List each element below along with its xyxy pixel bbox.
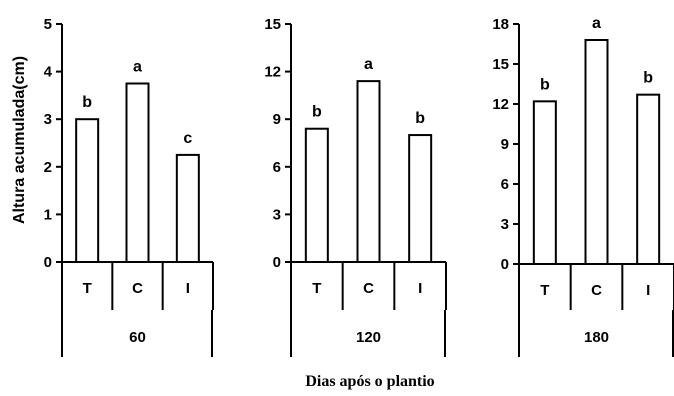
y-tick-label: 2 — [44, 159, 52, 176]
category-label: I — [186, 280, 190, 297]
category-label: I — [418, 280, 422, 297]
y-tick-label: 0 — [501, 256, 509, 273]
significance-letter: a — [133, 59, 142, 76]
y-tick-label: 6 — [501, 176, 509, 193]
bar — [584, 39, 609, 265]
y-tick-label: 0 — [273, 254, 281, 271]
y-tick-label: 4 — [44, 64, 53, 81]
significance-letter: b — [82, 94, 92, 111]
y-tick-label: 6 — [273, 159, 281, 176]
y-tick-label: 3 — [273, 206, 281, 223]
y-tick-label: 1 — [44, 206, 52, 223]
y-tick-label: 15 — [264, 16, 281, 33]
y-tick-label: 9 — [273, 111, 281, 128]
bar — [356, 80, 381, 264]
y-tick-label: 0 — [44, 254, 52, 271]
group-label: 180 — [584, 329, 609, 346]
y-tick-label: 18 — [492, 16, 509, 33]
bar — [175, 153, 200, 263]
bar — [532, 100, 557, 266]
y-axis-label: Altura acumulada(cm) — [11, 56, 28, 224]
category-label: T — [540, 282, 549, 299]
bar — [125, 82, 150, 263]
x-axis-label: Dias após o plantio — [305, 373, 434, 390]
y-tick-label: 9 — [501, 136, 509, 153]
category-label: I — [646, 282, 650, 299]
significance-letter: b — [643, 70, 653, 87]
significance-letter: a — [364, 56, 373, 73]
group-label: 120 — [356, 329, 381, 346]
category-label: T — [83, 280, 92, 297]
significance-letter: b — [540, 76, 550, 93]
bar — [75, 118, 100, 263]
significance-letter: a — [592, 15, 601, 32]
category-label: C — [132, 280, 143, 297]
y-tick-label: 15 — [492, 56, 509, 73]
category-label: C — [591, 282, 602, 299]
y-tick-label: 3 — [501, 216, 509, 233]
group-label: 60 — [129, 329, 146, 346]
category-label: T — [312, 280, 321, 297]
y-tick-label: 5 — [44, 16, 52, 33]
bar — [408, 134, 433, 263]
significance-letter: c — [183, 130, 192, 147]
bar — [636, 93, 661, 265]
category-label: C — [363, 280, 374, 297]
bar — [304, 127, 329, 263]
significance-letter: b — [312, 104, 322, 121]
y-tick-label: 3 — [44, 111, 52, 128]
y-tick-label: 12 — [264, 64, 281, 81]
significance-letter: b — [415, 110, 425, 127]
y-tick-label: 12 — [492, 96, 509, 113]
